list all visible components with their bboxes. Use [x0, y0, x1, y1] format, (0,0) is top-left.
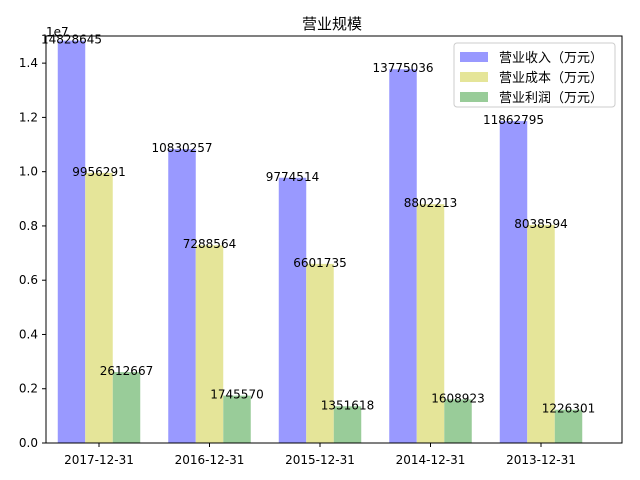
data-label-3-2013-12-31: 1226301 — [542, 402, 595, 416]
data-label-3-2017-12-31: 2612667 — [100, 364, 153, 378]
data-label-2-2016-12-31: 7288564 — [183, 237, 236, 251]
legend-swatch-3 — [460, 92, 488, 102]
bar-3-2016-12-31 — [223, 395, 251, 443]
data-label-3-2015-12-31: 1351618 — [321, 398, 374, 412]
chart-title: 营业规模 — [302, 15, 362, 33]
x-tick-label-2015-12-31: 2015-12-31 — [285, 453, 355, 467]
legend-box — [453, 42, 616, 108]
data-labels-layer: 14828645 9956291 2612667 10830257 7288564 174… — [41, 33, 595, 416]
bar-3-2015-12-31 — [333, 406, 362, 443]
bar-2-2013-12-31 — [527, 224, 555, 443]
bar-3-2013-12-31 — [554, 409, 583, 443]
data-label-2-2013-12-31: 8038594 — [514, 217, 567, 231]
plot-frame — [45, 35, 623, 444]
data-label-1-2014-12-31: 13775036 — [372, 61, 433, 75]
bar-1-2014-12-31 — [389, 69, 417, 443]
data-label-3-2016-12-31: 1745570 — [210, 388, 263, 402]
legend-swatch-1 — [460, 52, 488, 62]
data-label-2-2014-12-31: 8802213 — [404, 196, 457, 210]
y-tick-label-0.6: 0.6 — [19, 273, 38, 287]
y-tick-label-1.2: 1.2 — [19, 110, 38, 124]
axes-layer: 2017-12-31 2016-12-31 2015-12-31 2014-12-31… — [19, 35, 623, 467]
legend-label-2: 营业成本（万元） — [499, 71, 603, 86]
y-tick-label-0.8: 0.8 — [19, 219, 38, 233]
x-tick-label-2014-12-31: 2014-12-31 — [396, 453, 466, 467]
data-label-1-2013-12-31: 11862795 — [483, 113, 544, 127]
bars-layer — [57, 40, 583, 443]
bar-2-2017-12-31 — [85, 172, 113, 443]
bar-1-2016-12-31 — [168, 149, 196, 443]
bar-1-2017-12-31 — [57, 40, 86, 443]
y-tick-label-0.2: 0.2 — [19, 382, 38, 396]
legend-swatch-2 — [460, 72, 488, 82]
x-tick-label-2017-12-31: 2017-12-31 — [64, 453, 134, 467]
x-tick-label-2016-12-31: 2016-12-31 — [175, 453, 245, 467]
data-label-1-2016-12-31: 10830257 — [151, 141, 212, 155]
bar-2-2014-12-31 — [416, 204, 445, 443]
y-tick-label-1.0: 1.0 — [19, 165, 38, 179]
bar-2-2016-12-31 — [195, 245, 224, 443]
data-label-1-2017-12-31: 14828645 — [41, 33, 102, 47]
bar-1-2013-12-31 — [499, 121, 528, 443]
x-tick-label-2013-12-31: 2013-12-31 — [506, 453, 576, 467]
bar-1-2015-12-31 — [278, 177, 307, 443]
legend-label-3: 营业利润（万元） — [499, 91, 603, 106]
y-tick-label-0.4: 0.4 — [19, 327, 38, 341]
bar-3-2017-12-31 — [112, 372, 141, 443]
legend: 营业收入（万元） 营业成本（万元） 营业利润（万元） — [453, 42, 616, 108]
data-label-3-2014-12-31: 1608923 — [431, 391, 484, 405]
bar-3-2014-12-31 — [444, 399, 472, 443]
bar-2-2015-12-31 — [306, 263, 334, 443]
data-label-2-2015-12-31: 6601735 — [293, 256, 346, 270]
y-tick-label-1.4: 1.4 — [19, 56, 38, 70]
data-label-1-2015-12-31: 9774514 — [266, 170, 319, 184]
data-label-2-2017-12-31: 9956291 — [72, 165, 125, 179]
y-tick-label-0.0: 0.0 — [19, 436, 38, 450]
legend-label-1: 营业收入（万元） — [499, 51, 603, 66]
